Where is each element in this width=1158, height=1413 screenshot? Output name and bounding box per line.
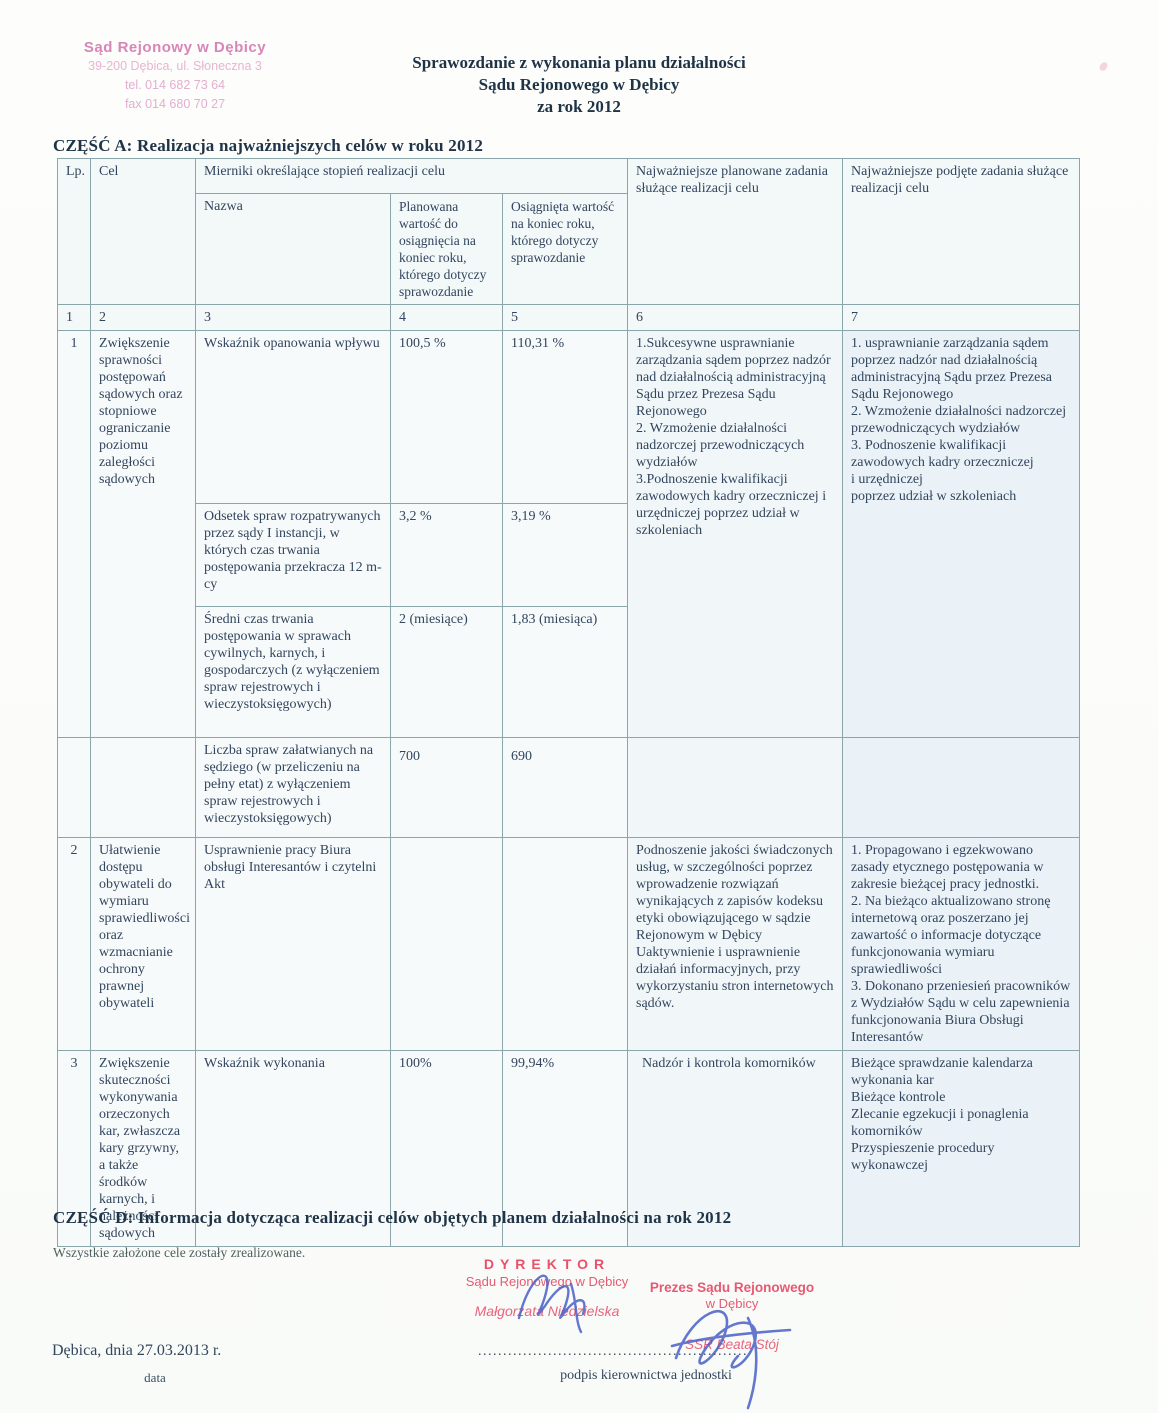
- stamp-address: 39-200 Dębica, ul. Słoneczna 3: [88, 59, 262, 73]
- stamp-phone: tel. 014 682 73 64: [124, 78, 226, 92]
- row1b-metric-name: Liczba spraw załatwianych na sędziego (w…: [195, 737, 391, 838]
- director-org: Sądu Rejonowego w Dębicy: [465, 1274, 629, 1289]
- row1-metric1-plan: 100,5 %: [390, 330, 503, 504]
- president-title-line1: Prezes Sądu Rejonowego: [649, 1280, 815, 1295]
- row3-plan: 100%: [390, 1050, 503, 1247]
- col-num-2: 2: [90, 304, 196, 331]
- col-num-6: 6: [627, 304, 844, 331]
- table-row: 2 Ułatwienie dostępu obywateli do wymiar…: [57, 837, 1080, 1051]
- row2-planned-tasks: Podnoszenie jakości świadczonych usług, …: [627, 837, 843, 1051]
- signature-dotted-line: ........................................…: [478, 1344, 748, 1359]
- row1-metric2-achieved: 3,19 %: [501, 503, 629, 607]
- col-num-1: 1: [57, 304, 91, 331]
- section-d-statement: Wszystkie założone cele zostały zrealizo…: [53, 1245, 306, 1260]
- row2-lp: 2: [57, 837, 91, 1051]
- date-label: data: [144, 1370, 166, 1385]
- col-num-3: 3: [195, 304, 391, 331]
- header-podjete-zadania: Najważniejsze podjęte zadania służące re…: [842, 158, 1081, 305]
- signature-line-label: podpis kierownictwa jednostki: [560, 1368, 732, 1383]
- column-number-row: 1 2 3 4 5 6 7: [57, 304, 1081, 331]
- goals-table-block-1: Lp. Cel Mierniki określające stopień rea…: [57, 158, 1081, 755]
- col-num-7: 7: [842, 304, 1081, 331]
- row1-metric1-name: Wskaźnik opanowania wpływu: [195, 330, 391, 504]
- header-planowane-zadania: Najważniejsze planowane zadania służące …: [627, 158, 844, 305]
- row1b-achieved: 690: [502, 737, 628, 838]
- header-lp: Lp.: [57, 158, 91, 305]
- row1b-cel-empty: [90, 737, 196, 838]
- court-address-stamp: Sąd Rejonowy w Dębicy 39-200 Dębica, ul.…: [50, 38, 300, 114]
- table-row: 1 Zwiększenie sprawności postępowań sądo…: [57, 330, 1081, 755]
- director-stamp: DYREKTOR Sądu Rejonowego w Dębicy Małgor…: [452, 1256, 642, 1319]
- section-d-heading: CZĘŚĆ D: Informacja dotycząca realizacji…: [53, 1208, 732, 1227]
- row1b-undertaken-empty: [842, 737, 1080, 838]
- col-num-4: 4: [390, 304, 503, 331]
- director-title: DYREKTOR: [483, 1256, 611, 1272]
- header-planowana-wartosc: Planowana wartość do osiągnięcia na koni…: [390, 193, 503, 305]
- row3-cel: Zwiększenie skuteczności wykonywania orz…: [90, 1050, 196, 1247]
- row2-plan-empty: [390, 837, 503, 1051]
- president-title-line2: w Dębicy: [705, 1296, 759, 1311]
- document-title: Sprawozdanie z wykonania planu działalno…: [289, 52, 869, 118]
- row3-planned-tasks: Nadzór i kontrola komorników: [627, 1050, 843, 1247]
- row1-metric3-achieved: 1,83 (miesiąca): [501, 606, 629, 755]
- row1-metric3-plan: 2 (miesiące): [390, 606, 503, 755]
- row1-metric2-name: Odsetek spraw rozpatrywanych przez sądy …: [195, 503, 391, 607]
- row2-metric-name: Usprawnienie pracy Biura obsługi Interes…: [195, 837, 391, 1051]
- row1-planned-tasks: 1.Sukcesywne usprawnianie zarządzania są…: [627, 330, 844, 755]
- row1b-plan: 700: [390, 737, 503, 838]
- title-line-2: Sądu Rejonowego w Dębicy: [478, 75, 680, 94]
- row1-cel: Zwiększenie sprawności postępowań sądowy…: [90, 330, 196, 755]
- goals-table-block-2: Liczba spraw załatwianych na sędziego (w…: [57, 737, 1080, 1247]
- header-mierniki: Mierniki określające stopień realizacji …: [194, 158, 629, 194]
- row1-metric2-plan: 3,2 %: [390, 503, 503, 607]
- section-a-heading: CZĘŚĆ A: Realizacja najważniejszych celó…: [53, 136, 484, 155]
- title-line-1: Sprawozdanie z wykonania planu działalno…: [412, 53, 746, 72]
- row3-metric-name: Wskaźnik wykonania: [195, 1050, 391, 1247]
- table-row: Średni czas trwania postępowania w spraw…: [58, 606, 1080, 755]
- table-row: Liczba spraw załatwianych na sędziego (w…: [57, 737, 1080, 838]
- row3-lp: 3: [57, 1050, 91, 1247]
- row1-metric3-name: Średni czas trwania postępowania w spraw…: [195, 606, 391, 755]
- director-name: Małgorzata Niedzielska: [474, 1303, 620, 1319]
- header-cel: Cel: [90, 158, 196, 305]
- stamp-fax: fax 014 680 70 27: [124, 97, 226, 111]
- row2-cel: Ułatwienie dostępu obywateli do wymiaru …: [90, 837, 196, 1051]
- place-and-date: Dębica, dnia 27.03.2013 r.: [52, 1342, 222, 1359]
- row1-metric1-achieved: 110,31 %: [501, 330, 629, 504]
- scan-artifact: [1098, 60, 1109, 73]
- row2-undertaken-tasks: 1. Propagowano i egzekwowano zasady etyc…: [842, 837, 1080, 1051]
- table-row: 3 Zwiększenie skuteczności wykonywania o…: [57, 1050, 1080, 1247]
- table-row: Odsetek spraw rozpatrywanych przez sądy …: [58, 503, 1080, 607]
- row3-undertaken-tasks: Bieżące sprawdzanie kalendarza wykonania…: [842, 1050, 1080, 1247]
- row1-undertaken-tasks: 1. usprawnianie zarządzania sądem poprze…: [842, 330, 1081, 755]
- title-line-3: za rok 2012: [537, 97, 621, 116]
- header-osiagnieta-wartosc: Osiągnięta wartość na koniec roku, które…: [501, 193, 629, 305]
- row3-achieved: 99,94%: [502, 1050, 628, 1247]
- row1b-lp-empty: [57, 737, 91, 838]
- col-num-5: 5: [501, 304, 629, 331]
- row1b-planned-empty: [627, 737, 843, 838]
- stamp-court-name: Sąd Rejonowy w Dębicy: [83, 39, 267, 56]
- row1-lp: 1: [57, 330, 91, 755]
- header-nazwa: Nazwa: [195, 193, 391, 305]
- president-stamp: Prezes Sądu Rejonowego w Dębicy SSR Beat…: [642, 1280, 822, 1352]
- row2-achieved-empty: [502, 837, 628, 1051]
